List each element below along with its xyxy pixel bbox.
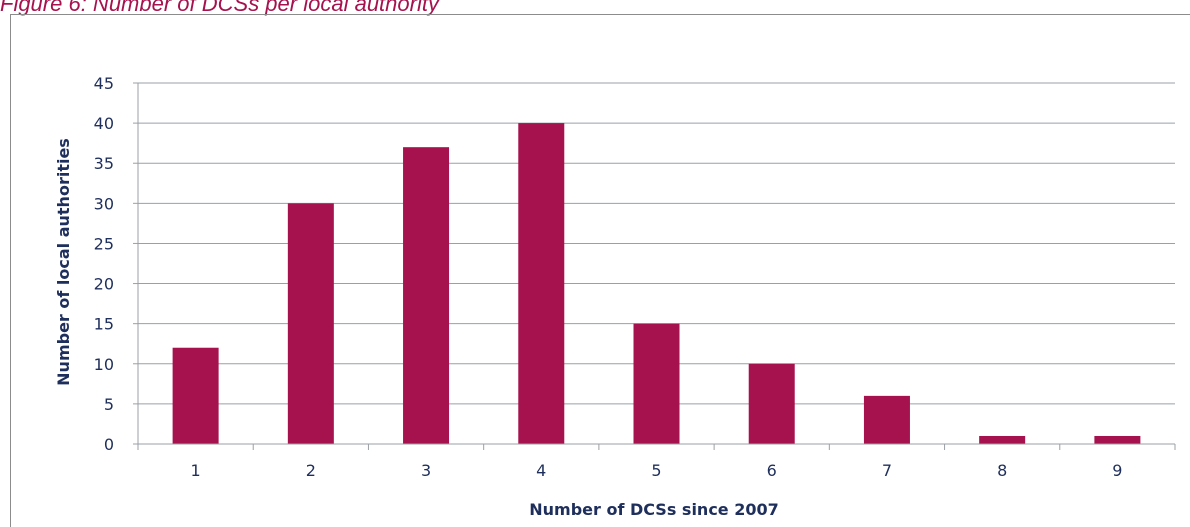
x-tick-label: 4 xyxy=(536,461,546,480)
y-tick-label: 10 xyxy=(94,355,114,374)
y-tick-label: 45 xyxy=(94,74,114,93)
y-tick-label: 30 xyxy=(94,194,114,213)
figure-caption: Figure 6: Number of DCSs per local autho… xyxy=(0,0,439,16)
x-tick-label: 2 xyxy=(306,461,316,480)
bar-6 xyxy=(748,363,795,444)
y-tick-label: 35 xyxy=(94,154,114,173)
y-tick-label: 40 xyxy=(94,114,114,133)
bar-1 xyxy=(172,347,219,444)
y-tick-labels: 0 5 10 15 20 25 30 35 40 45 xyxy=(94,74,114,454)
x-tick-label: 5 xyxy=(651,461,661,480)
y-axis-label: Number of local authorities xyxy=(54,138,73,386)
y-tick-label: 15 xyxy=(94,315,114,334)
x-tick-label: 6 xyxy=(767,461,777,480)
bar-7 xyxy=(863,395,910,444)
x-tick-label: 7 xyxy=(882,461,892,480)
bar-4 xyxy=(518,123,565,444)
bars xyxy=(172,123,1141,444)
y-tick-label: 20 xyxy=(94,275,114,294)
x-tick-label: 8 xyxy=(997,461,1007,480)
bar-8 xyxy=(979,435,1026,444)
axes xyxy=(133,82,1176,450)
y-tick-label: 25 xyxy=(94,234,114,253)
bar-9 xyxy=(1094,435,1141,444)
y-tick-label: 5 xyxy=(104,395,114,414)
bar-5 xyxy=(633,323,680,444)
x-tick-labels: 1 2 3 4 5 6 7 8 9 xyxy=(191,461,1123,480)
bar-2 xyxy=(287,203,334,444)
x-tick-label: 9 xyxy=(1112,461,1122,480)
x-axis-label: Number of DCSs since 2007 xyxy=(529,500,779,519)
x-tick-label: 1 xyxy=(191,461,201,480)
x-tick-label: 3 xyxy=(421,461,431,480)
y-tick-label: 0 xyxy=(104,435,114,454)
bar-3 xyxy=(403,147,450,444)
chart-frame xyxy=(10,14,1190,527)
